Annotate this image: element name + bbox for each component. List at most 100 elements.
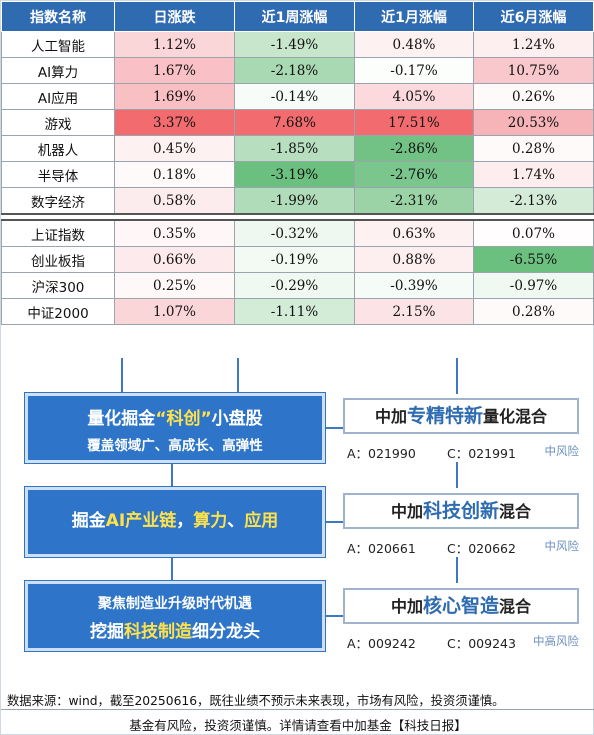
change-value-cell: -2.76% xyxy=(354,161,474,188)
index-name-cell: 中证2000 xyxy=(1,298,115,325)
header-1m-change: 近1月涨幅 xyxy=(354,1,474,32)
header-6m-change: 近6月涨幅 xyxy=(473,1,594,32)
fund-code-a: A：021990 xyxy=(347,446,416,461)
change-value-cell: 3.37% xyxy=(114,109,235,136)
theme-text: 小盘股 xyxy=(211,409,263,429)
fund-name-emphasis: 专精特新 xyxy=(406,405,483,427)
theme-title: 量化掘金“科创”小盘股 xyxy=(28,404,322,429)
risk-level: 中风险 xyxy=(544,444,580,458)
separator-cell xyxy=(234,213,355,221)
theme-text: 掘金 xyxy=(71,511,106,531)
change-value-cell: 4.05% xyxy=(354,83,474,110)
fund-name-emphasis: 核心智造 xyxy=(422,595,499,617)
fund-name-suffix: 混合 xyxy=(499,502,532,521)
change-value-cell: 10.75% xyxy=(473,57,594,84)
table-row: 上证指数 0.35% -0.32% 0.63% 0.07% xyxy=(1,219,594,247)
theme-title: 掘金AI产业链，算力、应用 xyxy=(28,490,322,552)
change-value-cell: 0.35% xyxy=(114,219,235,247)
table-row: 半导体 0.18% -3.19% -2.76% 1.74% xyxy=(1,161,594,188)
change-value-cell: 7.68% xyxy=(234,109,355,136)
index-name-cell: 游戏 xyxy=(1,109,115,136)
change-value-cell: 0.25% xyxy=(114,272,235,299)
data-source-note: 数据来源：wind，截至20250616，既往业绩不预示未来表现，市场有风险，投… xyxy=(7,694,505,708)
fund-name-prefix: 中加 xyxy=(374,407,407,426)
change-value-cell: -0.14% xyxy=(234,83,355,110)
connector-line xyxy=(456,358,458,394)
connector-line xyxy=(325,427,343,429)
change-value-cell: 0.63% xyxy=(354,219,474,247)
change-value-cell: -2.31% xyxy=(354,187,474,215)
connector-line xyxy=(171,462,173,488)
change-value-cell: -1.11% xyxy=(234,298,355,325)
change-value-cell: 0.88% xyxy=(354,246,474,273)
index-name-cell: AI算力 xyxy=(1,57,115,84)
theme-subtitle: 聚焦制造业升级时代机遇 xyxy=(98,596,252,612)
fund-name-emphasis: 科技创新 xyxy=(422,500,499,522)
connector-line xyxy=(237,358,239,394)
change-value-cell: -3.19% xyxy=(234,161,355,188)
theme-title: 挖掘科技制造细分龙头 xyxy=(28,617,322,642)
index-performance-table: 指数名称 日涨跌 近1周涨幅 近1月涨幅 近6月涨幅 人工智能 1.12% -1.4… xyxy=(1,1,594,325)
change-value-cell: 1.07% xyxy=(114,298,235,325)
connector-line xyxy=(171,557,173,583)
table-row: 机器人 0.45% -1.85% -2.86% 0.28% xyxy=(1,135,594,162)
fund-name-prefix: 中加 xyxy=(390,597,423,616)
fund-name-box: 中加核心智造混合 xyxy=(343,588,579,624)
table-row: AI应用 1.69% -0.14% 4.05% 0.26% xyxy=(1,83,594,110)
connector-line xyxy=(325,615,343,617)
table-row: 人工智能 1.12% -1.49% 0.48% 1.24% xyxy=(1,31,594,58)
theme-text: 量化掘金 xyxy=(87,409,156,429)
fund-name-suffix: 量化混合 xyxy=(483,407,548,426)
connector-line xyxy=(325,521,343,523)
header-index-name: 指数名称 xyxy=(1,1,115,32)
theme-text: 挖掘 xyxy=(90,622,124,642)
change-value-cell: -0.97% xyxy=(473,272,594,299)
fund-name-box: 中加科技创新混合 xyxy=(343,493,579,529)
change-value-cell: -0.32% xyxy=(234,219,355,247)
index-name-cell: AI应用 xyxy=(1,83,115,110)
change-value-cell: -2.18% xyxy=(234,57,355,84)
change-value-cell: -1.99% xyxy=(234,187,355,215)
group-separator xyxy=(1,213,594,221)
table-row: 游戏 3.37% 7.68% 17.51% 20.53% xyxy=(1,109,594,136)
theme-text: ， xyxy=(176,511,194,531)
table-row: 中证2000 1.07% -1.11% 2.15% 0.28% xyxy=(1,298,594,325)
change-value-cell: 0.66% xyxy=(114,246,235,273)
header-daily-change: 日涨跌 xyxy=(114,1,235,32)
theme-text: 、 xyxy=(227,511,245,531)
theme-highlight: 应用 xyxy=(244,511,279,531)
table-header-row: 指数名称 日涨跌 近1周涨幅 近1月涨幅 近6月涨幅 xyxy=(1,1,594,32)
fund-name-prefix: 中加 xyxy=(390,502,423,521)
theme-highlight: AI产业链 xyxy=(105,511,177,531)
change-value-cell: 1.74% xyxy=(473,161,594,188)
theme-box-ai: 掘金AI产业链，算力、应用 xyxy=(24,486,326,558)
risk-level: 中风险 xyxy=(544,539,580,553)
divider xyxy=(1,709,594,710)
theme-box-manufacturing: 聚焦制造业升级时代机遇 挖掘科技制造细分龙头 xyxy=(24,580,326,652)
change-value-cell: -0.17% xyxy=(354,57,474,84)
fund-code-a: A：009242 xyxy=(347,636,416,651)
change-value-cell: 1.12% xyxy=(114,31,235,58)
theme-highlight: “科创” xyxy=(155,409,212,429)
change-value-cell: -2.86% xyxy=(354,135,474,162)
change-value-cell: 0.18% xyxy=(114,161,235,188)
change-value-cell: 0.58% xyxy=(114,187,235,215)
change-value-cell: 0.26% xyxy=(473,83,594,110)
change-value-cell: -1.85% xyxy=(234,135,355,162)
index-name-cell: 创业板指 xyxy=(1,246,115,273)
theme-highlight: 算力 xyxy=(193,511,228,531)
table-row: 沪深300 0.25% -0.29% -0.39% -0.97% xyxy=(1,272,594,299)
change-value-cell: 0.28% xyxy=(473,135,594,162)
change-value-cell: -1.49% xyxy=(234,31,355,58)
index-name-cell: 沪深300 xyxy=(1,272,115,299)
table-row: AI算力 1.67% -2.18% -0.17% 10.75% xyxy=(1,57,594,84)
change-value-cell: -0.29% xyxy=(234,272,355,299)
change-value-cell: 1.24% xyxy=(473,31,594,58)
theme-subtitle: 覆盖领域广、高成长、高弹性 xyxy=(87,438,263,454)
connector-line xyxy=(456,462,458,488)
separator-cell xyxy=(354,213,474,221)
connector-line xyxy=(121,358,123,394)
theme-highlight: 科技制造 xyxy=(124,622,192,642)
fund-code-c: C：021991 xyxy=(447,446,516,461)
